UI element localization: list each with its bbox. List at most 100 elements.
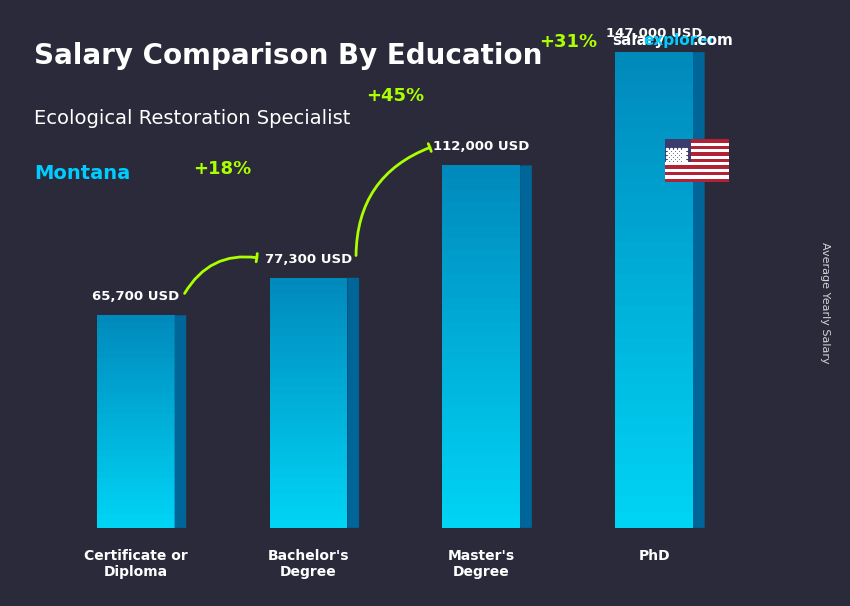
- Bar: [97, 358, 174, 365]
- Bar: [442, 274, 520, 286]
- Bar: [615, 179, 693, 195]
- Bar: [442, 455, 520, 467]
- Bar: [615, 274, 693, 290]
- Bar: [615, 353, 693, 369]
- Bar: [666, 146, 728, 149]
- Polygon shape: [520, 165, 532, 528]
- Bar: [615, 401, 693, 417]
- Bar: [615, 448, 693, 464]
- Bar: [97, 507, 174, 514]
- Text: Average Yearly Salary: Average Yearly Salary: [819, 242, 830, 364]
- Bar: [615, 227, 693, 242]
- Bar: [615, 195, 693, 211]
- Bar: [666, 139, 728, 142]
- Bar: [97, 428, 174, 436]
- Text: +31%: +31%: [539, 33, 597, 52]
- Polygon shape: [174, 315, 186, 528]
- Bar: [442, 226, 520, 238]
- Bar: [97, 415, 174, 422]
- Text: +45%: +45%: [366, 87, 424, 105]
- Bar: [97, 344, 174, 351]
- Bar: [269, 395, 348, 403]
- Bar: [269, 328, 348, 336]
- Bar: [442, 298, 520, 310]
- Bar: [615, 417, 693, 433]
- Text: .com: .com: [693, 33, 734, 48]
- Bar: [269, 470, 348, 478]
- Bar: [442, 504, 520, 516]
- Bar: [615, 369, 693, 385]
- Text: 112,000 USD: 112,000 USD: [434, 140, 530, 153]
- Bar: [442, 165, 520, 178]
- Bar: [269, 503, 348, 511]
- Bar: [97, 401, 174, 407]
- Bar: [615, 258, 693, 274]
- Bar: [442, 262, 520, 274]
- Bar: [442, 335, 520, 347]
- Bar: [97, 471, 174, 478]
- Bar: [666, 162, 728, 165]
- Bar: [269, 494, 348, 503]
- Bar: [615, 163, 693, 179]
- Text: salary: salary: [612, 33, 665, 48]
- Bar: [97, 493, 174, 499]
- Text: +18%: +18%: [193, 159, 252, 178]
- Bar: [666, 149, 728, 153]
- Bar: [269, 311, 348, 319]
- Bar: [442, 190, 520, 202]
- Bar: [97, 443, 174, 450]
- Bar: [442, 407, 520, 419]
- Bar: [442, 516, 520, 528]
- Bar: [97, 436, 174, 443]
- Bar: [442, 178, 520, 190]
- Bar: [442, 310, 520, 322]
- Bar: [615, 100, 693, 116]
- Bar: [442, 286, 520, 298]
- Bar: [615, 52, 693, 68]
- Bar: [97, 457, 174, 464]
- Bar: [615, 481, 693, 496]
- Bar: [269, 378, 348, 386]
- Bar: [269, 519, 348, 528]
- Bar: [97, 315, 174, 322]
- Text: 77,300 USD: 77,300 USD: [265, 253, 352, 265]
- Bar: [269, 361, 348, 370]
- Bar: [442, 238, 520, 250]
- Bar: [442, 359, 520, 371]
- Bar: [97, 330, 174, 336]
- Bar: [269, 286, 348, 295]
- Bar: [97, 499, 174, 507]
- Bar: [269, 436, 348, 444]
- Bar: [442, 383, 520, 395]
- Bar: [666, 168, 728, 172]
- Bar: [442, 491, 520, 504]
- Bar: [615, 147, 693, 163]
- Bar: [97, 407, 174, 415]
- Bar: [97, 322, 174, 330]
- Bar: [666, 179, 728, 182]
- Bar: [442, 347, 520, 359]
- Bar: [269, 511, 348, 519]
- Bar: [666, 175, 728, 179]
- Bar: [615, 116, 693, 132]
- Text: 65,700 USD: 65,700 USD: [92, 290, 179, 303]
- Bar: [269, 386, 348, 395]
- Bar: [442, 250, 520, 262]
- Bar: [269, 353, 348, 361]
- Bar: [97, 379, 174, 386]
- Bar: [269, 344, 348, 353]
- Bar: [666, 159, 728, 162]
- Text: 147,000 USD: 147,000 USD: [606, 27, 702, 40]
- Bar: [269, 411, 348, 419]
- Bar: [269, 428, 348, 436]
- Bar: [442, 467, 520, 479]
- Polygon shape: [693, 52, 705, 528]
- Bar: [442, 202, 520, 214]
- Bar: [666, 165, 728, 168]
- Bar: [97, 450, 174, 457]
- Bar: [442, 322, 520, 335]
- Bar: [97, 393, 174, 401]
- Bar: [615, 290, 693, 306]
- Bar: [269, 319, 348, 328]
- Bar: [97, 365, 174, 372]
